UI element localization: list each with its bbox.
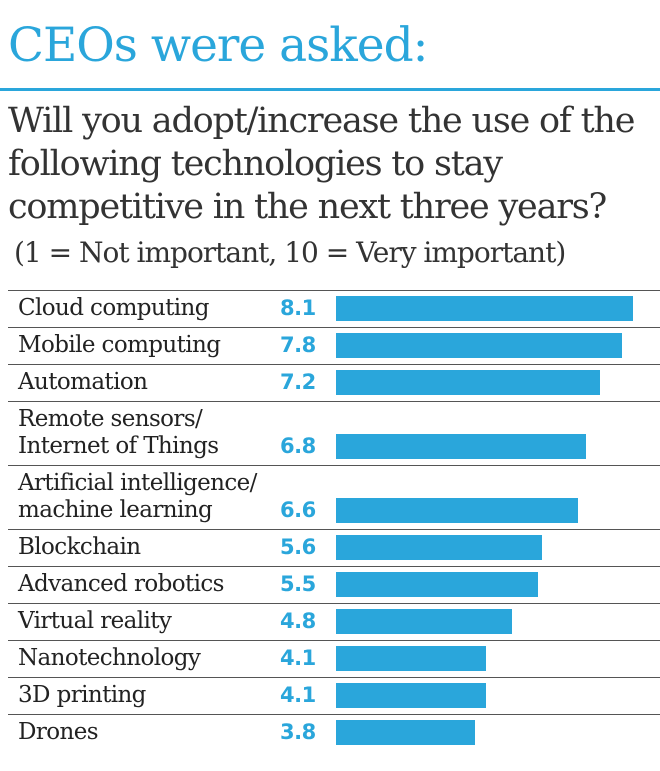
value-label: 4.8 xyxy=(280,609,316,633)
value-label: 4.1 xyxy=(280,683,316,707)
row-divider xyxy=(8,364,660,365)
bar xyxy=(336,720,475,745)
row-divider xyxy=(8,465,660,466)
category-label: Virtual reality xyxy=(18,608,172,634)
value-label: 3.8 xyxy=(280,720,316,744)
category-label: Internet of Things xyxy=(18,433,219,459)
value-label: 6.8 xyxy=(280,434,316,458)
category-label: Automation xyxy=(18,369,148,395)
row-divider xyxy=(8,529,660,530)
value-label: 7.8 xyxy=(280,333,316,357)
bar xyxy=(336,646,486,671)
bar-chart: Cloud computing 8.1 Mobile computing 7.8 Aut… xyxy=(0,285,660,755)
row-divider xyxy=(8,640,660,641)
bar xyxy=(336,683,486,708)
category-label: Drones xyxy=(18,719,99,745)
bar xyxy=(336,296,633,321)
row-divider xyxy=(8,566,660,567)
category-label: Remote sensors/ xyxy=(18,406,203,432)
category-label: Mobile computing xyxy=(18,332,221,358)
value-label: 5.5 xyxy=(280,572,316,596)
bar xyxy=(336,535,542,560)
category-label: Cloud computing xyxy=(18,295,209,321)
value-label: 5.6 xyxy=(280,535,316,559)
category-label: Nanotechnology xyxy=(18,645,201,671)
row-divider xyxy=(8,603,660,604)
category-label: Advanced robotics xyxy=(18,571,224,597)
bar xyxy=(336,572,538,597)
category-label: Artificial intelligence/ xyxy=(18,470,257,496)
row-divider xyxy=(8,327,660,328)
bar xyxy=(336,370,600,395)
category-label: machine learning xyxy=(18,497,213,523)
survey-question: Will you adopt/increase the use of the f… xyxy=(8,101,635,227)
scale-note: (1 = Not important, 10 = Very important) xyxy=(14,236,566,269)
row-divider xyxy=(8,401,660,402)
bar xyxy=(336,609,512,634)
chart-title: CEOs were asked: xyxy=(8,18,428,73)
category-label: 3D printing xyxy=(18,682,146,708)
row-divider xyxy=(8,290,660,291)
bar xyxy=(336,434,586,459)
value-label: 4.1 xyxy=(280,646,316,670)
bar xyxy=(336,333,622,358)
value-label: 6.6 xyxy=(280,498,316,522)
row-divider xyxy=(8,714,660,715)
row-divider xyxy=(8,677,660,678)
title-rule xyxy=(0,88,660,91)
bar xyxy=(336,498,578,523)
value-label: 7.2 xyxy=(280,370,316,394)
value-label: 8.1 xyxy=(280,296,316,320)
category-label: Blockchain xyxy=(18,534,141,560)
